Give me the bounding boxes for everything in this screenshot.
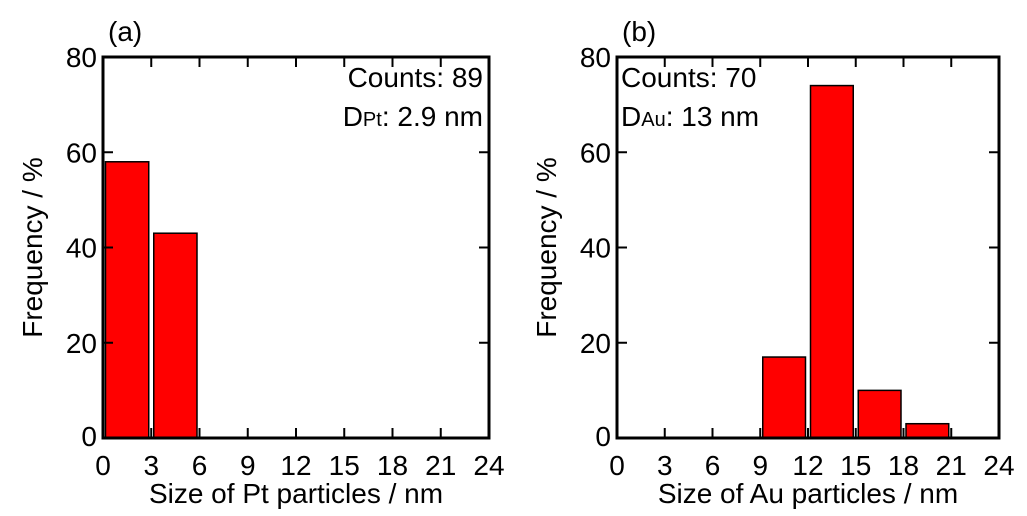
panel-b-mean-diameter-text: DAu: 13 nm bbox=[621, 101, 759, 132]
panel-b-y-axis-title: Frequency / % bbox=[531, 157, 562, 338]
x-tick-label: 21 bbox=[425, 450, 456, 481]
panel-b-counts-text: Counts: 70 bbox=[621, 62, 756, 93]
bar-15-18-nm bbox=[857, 389, 902, 439]
y-tick-label: 0 bbox=[81, 421, 97, 452]
panel-a-d-prefix: D bbox=[343, 101, 363, 132]
panel-a: (a) Frequency / % Size of Pt particles /… bbox=[17, 16, 505, 509]
panel-b: (b) Frequency / % Size of Au particles /… bbox=[531, 16, 1015, 509]
y-tick-label: 60 bbox=[66, 137, 97, 168]
bar-18-21-nm bbox=[905, 422, 950, 439]
x-tick-label: 18 bbox=[377, 450, 408, 481]
y-tick-label: 40 bbox=[580, 233, 611, 264]
panel-b-bars bbox=[762, 84, 950, 439]
y-tick-label: 80 bbox=[66, 42, 97, 73]
panel-b-plot-frame bbox=[615, 55, 1001, 440]
panel-a-ticks: 0 20 40 60 80 0 3 6 9 12 15 18 21 24 bbox=[66, 42, 505, 481]
y-tick-label: 60 bbox=[580, 137, 611, 168]
panel-b-d-subscript: Au bbox=[641, 109, 665, 131]
x-tick-label: 0 bbox=[609, 450, 625, 481]
x-tick-label: 24 bbox=[983, 450, 1014, 481]
panel-b-annotation: Counts: 70 DAu: 13 nm bbox=[621, 62, 759, 132]
bar-3-6-nm bbox=[153, 232, 198, 439]
x-tick-label: 15 bbox=[329, 450, 360, 481]
panel-b-label: (b) bbox=[622, 16, 656, 47]
bar-0-3-nm bbox=[104, 161, 150, 439]
panel-a-label: (a) bbox=[108, 16, 142, 47]
panel-a-bars bbox=[104, 161, 198, 439]
x-tick-label: 18 bbox=[888, 450, 919, 481]
panel-a-d-value: : 2.9 nm bbox=[382, 101, 483, 132]
y-tick-label: 40 bbox=[66, 233, 97, 264]
panel-a-mean-diameter-text: DPt: 2.9 nm bbox=[343, 101, 483, 132]
x-tick-label: 12 bbox=[792, 450, 823, 481]
panel-b-x-axis-title: Size of Au particles / nm bbox=[658, 478, 958, 509]
panel-a-annotation: Counts: 89 DPt: 2.9 nm bbox=[343, 62, 483, 132]
x-tick-label: 6 bbox=[705, 450, 721, 481]
y-tick-label: 80 bbox=[580, 42, 611, 73]
bar-9-12-nm bbox=[762, 356, 807, 439]
x-tick-label: 15 bbox=[840, 450, 871, 481]
y-tick-label: 0 bbox=[595, 421, 611, 452]
x-tick-label: 0 bbox=[95, 450, 111, 481]
x-tick-label: 24 bbox=[473, 450, 504, 481]
panel-a-d-subscript: Pt bbox=[363, 109, 382, 131]
panel-b-d-prefix: D bbox=[621, 101, 641, 132]
x-tick-label: 21 bbox=[936, 450, 967, 481]
x-tick-label: 6 bbox=[192, 450, 208, 481]
x-tick-label: 9 bbox=[240, 450, 256, 481]
bar-12-15-nm bbox=[809, 84, 854, 439]
y-tick-label: 20 bbox=[580, 328, 611, 359]
panel-a-counts-text: Counts: 89 bbox=[348, 62, 483, 93]
panel-a-plot-frame bbox=[101, 55, 491, 440]
panel-b-d-value: : 13 nm bbox=[666, 101, 759, 132]
y-tick-label: 20 bbox=[66, 328, 97, 359]
x-tick-label: 12 bbox=[280, 450, 311, 481]
x-tick-label: 3 bbox=[657, 450, 673, 481]
panel-a-x-axis-title: Size of Pt particles / nm bbox=[149, 478, 443, 509]
x-tick-label: 9 bbox=[752, 450, 768, 481]
x-tick-label: 3 bbox=[143, 450, 159, 481]
panel-a-y-axis-title: Frequency / % bbox=[17, 157, 48, 338]
